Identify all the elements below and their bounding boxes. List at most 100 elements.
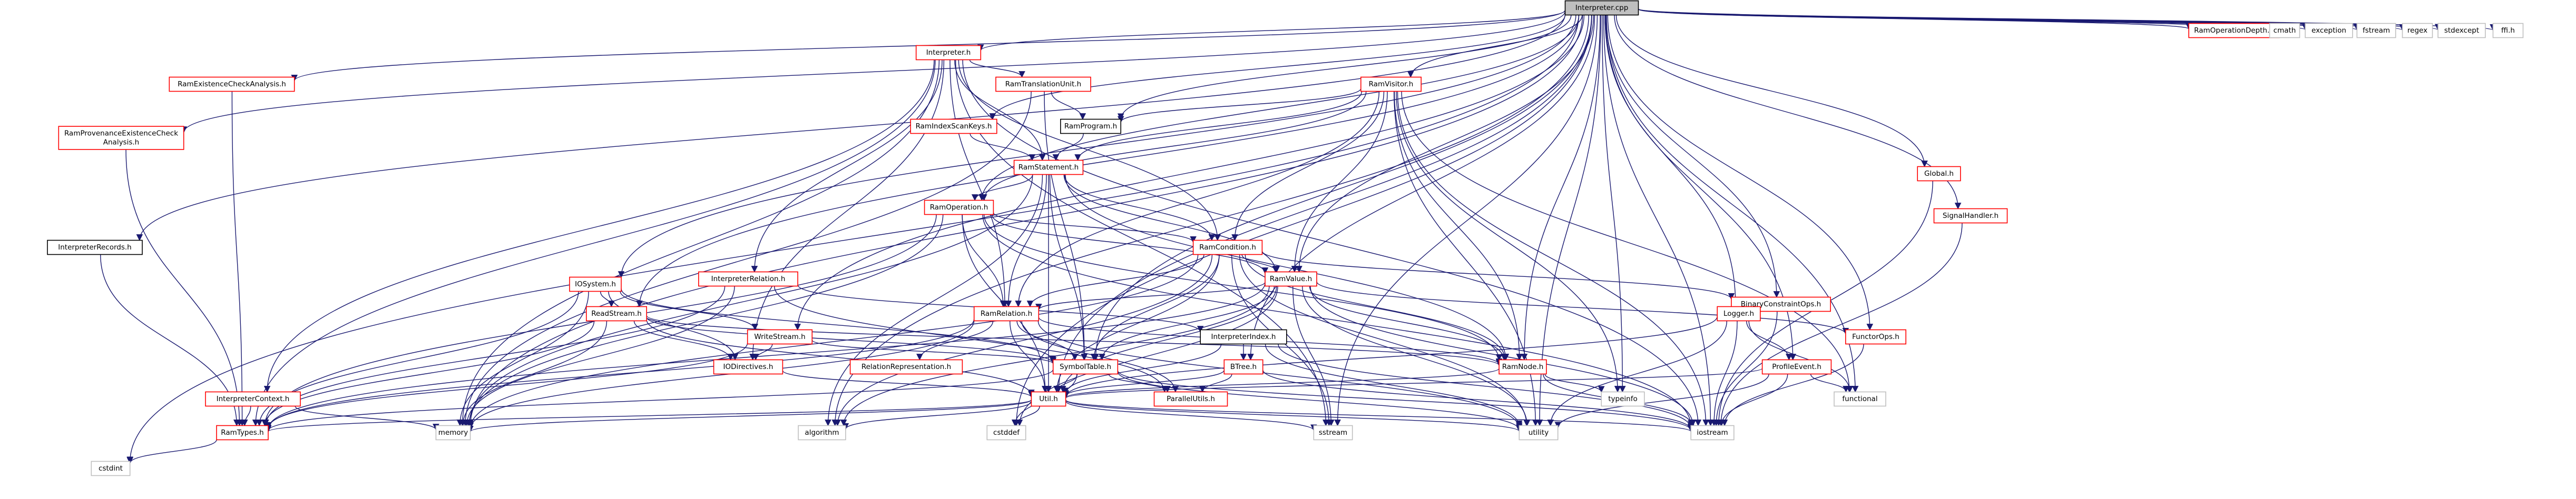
- edge-interpreter_cpp-to-ramprovenance: [180, 11, 1566, 133]
- node-ramvalue[interactable]: RamValue.h: [1265, 271, 1317, 287]
- node-ramopdepth[interactable]: RamOperationDepth.h: [2188, 23, 2280, 38]
- edge-iosystem-to-symboltable: [621, 288, 1056, 362]
- node-ramprogram[interactable]: RamProgram.h: [1060, 118, 1122, 134]
- node-ramvisitor[interactable]: RamVisitor.h: [1360, 76, 1422, 92]
- node-ramnode[interactable]: RamNode.h: [1498, 359, 1547, 375]
- node-ramexistence[interactable]: RamExistenceCheckAnalysis.h: [169, 76, 295, 92]
- edge-logger-to-profileevent: [1746, 321, 1793, 361]
- node-label: BinaryConstraintOps.h: [1741, 300, 1821, 308]
- edge-interpreter_cpp-to-utility: [1536, 15, 1601, 426]
- edge-ramexistence-to-ramtypes: [231, 91, 246, 426]
- node-ramindexscankeys[interactable]: RamIndexScanKeys.h: [910, 118, 997, 134]
- edge-ramstatement-to-ramcondition: [1064, 174, 1216, 241]
- node-interpreterrecords[interactable]: InterpreterRecords.h: [47, 239, 143, 255]
- node-profileevent[interactable]: ProfileEvent.h: [1761, 359, 1832, 375]
- node-label: typeinfo: [1608, 395, 1637, 403]
- edge-ramoperation-to-ramrelation: [962, 214, 1007, 307]
- node-label: InterpreterRelation.h: [711, 275, 786, 283]
- node-label: RamProvenanceExistenceCheck: [64, 129, 178, 138]
- edge-ramvalue-to-functorops: [1316, 281, 1849, 335]
- node-signalhandler[interactable]: SignalHandler.h: [1933, 208, 2008, 224]
- node-ramstatement[interactable]: RamStatement.h: [1013, 159, 1084, 175]
- edge-ramvalue-to-ramrelation: [1035, 282, 1266, 311]
- node-functorops[interactable]: FunctorOps.h: [1845, 329, 1907, 345]
- edge-ramcondition-to-ramnode: [1245, 254, 1509, 361]
- node-label: RamOperation.h: [930, 203, 988, 212]
- node-label: cstdint: [99, 464, 123, 473]
- node-ffi-h: ffi.h: [2492, 23, 2524, 38]
- edge-ramoperation-to-util_h: [962, 214, 1049, 393]
- edge-readstream-to-memory: [459, 321, 608, 426]
- edge-ramvalue-to-utility: [1302, 286, 1531, 426]
- edge-ramvisitor-to-utility: [1394, 91, 1539, 426]
- edge-symboltable-to-ramtypes: [265, 369, 1054, 432]
- node-ramoperation[interactable]: RamOperation.h: [924, 199, 994, 215]
- edge-interpreter_cpp-to-interpreterrecords: [136, 14, 1566, 241]
- edge-ramcondition-to-algorithm: [834, 254, 1213, 426]
- edge-layer: [100, 8, 2496, 464]
- node-ramtypes[interactable]: RamTypes.h: [216, 425, 269, 441]
- node-ramrelation[interactable]: RamRelation.h: [973, 306, 1040, 322]
- node-interpreter-cpp[interactable]: Interpreter.cpp: [1564, 0, 1639, 16]
- node-ramcondition[interactable]: RamCondition.h: [1192, 239, 1263, 255]
- edge-interpreter_cpp-to-functional: [1606, 15, 1859, 393]
- node-global-h[interactable]: Global.h: [1917, 166, 1961, 182]
- node-iosystem[interactable]: IOSystem.h: [569, 276, 622, 292]
- edge-btree-to-iostream: [1262, 370, 1695, 431]
- node-interpreter-h[interactable]: Interpreter.h: [915, 45, 982, 61]
- node-interpreterindex[interactable]: InterpreterIndex.h: [1200, 329, 1287, 345]
- edge-interpreter_cpp-to-util_h: [1055, 15, 1592, 393]
- edge-ramvisitor-to-ramvalue: [1291, 91, 1388, 273]
- edge-ramnode-to-util_h: [1062, 368, 1500, 399]
- node-parallelutils[interactable]: ParallelUtils.h: [1153, 391, 1228, 407]
- node-logger[interactable]: Logger.h: [1717, 306, 1761, 322]
- node-interpretercontext[interactable]: InterpreterContext.h: [205, 391, 301, 407]
- edge-interpreter_cpp-to-ramnode: [1521, 15, 1601, 361]
- edge-profileevent-to-iostream: [1718, 374, 1788, 426]
- node-label: RamCondition.h: [1199, 243, 1256, 252]
- node-regex: regex: [2402, 23, 2433, 38]
- node-ramtranslation[interactable]: RamTranslationUnit.h: [995, 76, 1091, 92]
- edge-ramstatement-to-ramvalue: [1063, 174, 1279, 273]
- node-label: SymbolTable.h: [1060, 363, 1111, 371]
- edge-ramvisitor-to-ramprogram: [1118, 88, 1362, 123]
- node-cstdint: cstdint: [91, 461, 131, 476]
- node-cmath: cmath: [2269, 23, 2300, 38]
- node-label: ProfileEvent.h: [1772, 363, 1821, 371]
- node-relationrep[interactable]: RelationRepresentation.h: [849, 359, 963, 375]
- node-label: stdexcept: [2444, 26, 2479, 35]
- edge-profileevent-to-util_h: [1062, 368, 1763, 399]
- node-symboltable[interactable]: SymbolTable.h: [1052, 359, 1119, 375]
- edge-readstream-to-iodirectives: [633, 321, 734, 361]
- node-label: RamValue.h: [1270, 275, 1312, 283]
- edge-interpreter_cpp-to-logger: [1604, 15, 1739, 307]
- node-iodirectives[interactable]: IODirectives.h: [713, 359, 783, 375]
- edge-functorops-to-iostream: [1721, 344, 1864, 426]
- edge-ramvisitor-to-typeinfo: [1396, 91, 1621, 393]
- edge-ramoperation-to-iostream: [982, 214, 1695, 427]
- node-label: IOSystem.h: [575, 280, 616, 288]
- edge-interpreter_cpp-to-symboltable: [1092, 15, 1592, 361]
- node-util-h[interactable]: Util.h: [1031, 391, 1066, 407]
- node-label: Logger.h: [1723, 310, 1754, 318]
- node-readstream[interactable]: ReadStream.h: [586, 306, 648, 322]
- node-interpreterrelation[interactable]: InterpreterRelation.h: [698, 271, 798, 287]
- edge-interpreterindex-to-utility: [1265, 344, 1523, 427]
- edge-interpreter_cpp-to-memory: [467, 15, 1583, 427]
- edge-ramoperation-to-ramvalue: [991, 214, 1269, 274]
- edge-ramoperation-to-ramcondition: [993, 212, 1197, 243]
- node-label: RamOperationDepth.h: [2194, 26, 2274, 35]
- node-writestream[interactable]: WriteStream.h: [747, 329, 813, 345]
- edge-ramstatement-to-ramrelation: [1005, 174, 1047, 307]
- edge-interpreterrelation-to-ramtypes: [262, 286, 726, 426]
- node-btree[interactable]: BTree.h: [1223, 359, 1263, 375]
- edge-interpreter_cpp-to-cstddef: [1013, 15, 1592, 426]
- node-sstream: sstream: [1313, 425, 1353, 441]
- node-label: RamStatement.h: [1018, 163, 1079, 172]
- edge-ramrelation-to-util_h: [1009, 321, 1049, 393]
- edge-util_h-to-utility: [1065, 400, 1523, 432]
- edge-readstream-to-ramnode: [646, 315, 1503, 366]
- edge-ramoperation-to-memory: [466, 214, 944, 426]
- edge-interpreter_h-to-ramstatement: [954, 59, 1046, 161]
